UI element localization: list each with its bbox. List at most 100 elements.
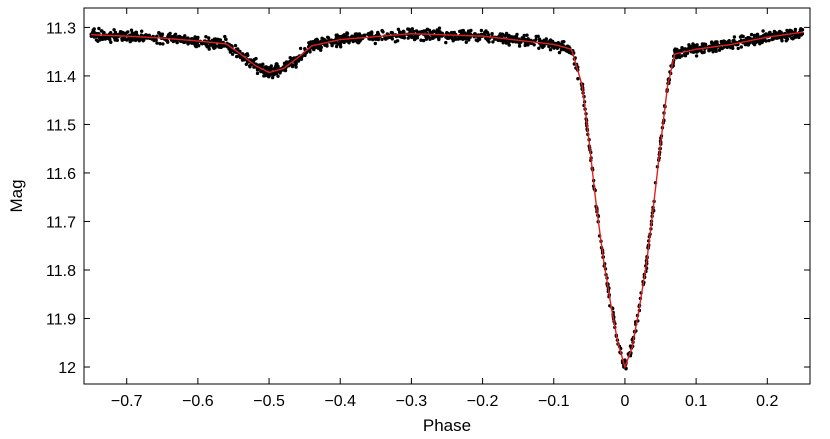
data-point xyxy=(121,31,125,35)
data-point xyxy=(172,35,177,39)
data-point xyxy=(294,65,298,69)
data-point xyxy=(410,27,414,31)
data-point xyxy=(713,40,718,44)
data-point xyxy=(564,49,569,53)
data-point xyxy=(193,43,198,48)
data-point xyxy=(204,35,208,39)
data-point xyxy=(155,34,159,38)
data-point xyxy=(171,39,175,44)
data-point xyxy=(338,40,342,45)
plot-area-frame xyxy=(83,7,811,385)
data-point xyxy=(235,54,239,59)
data-point xyxy=(677,49,682,53)
data-point xyxy=(158,42,162,46)
y-tick-label: 11.7 xyxy=(46,214,76,231)
data-point xyxy=(223,34,227,39)
data-point xyxy=(230,52,235,56)
data-point xyxy=(345,31,349,35)
data-point xyxy=(390,31,395,35)
data-point xyxy=(355,40,359,44)
x-tick-label: −0.5 xyxy=(253,393,285,410)
data-point xyxy=(193,36,197,40)
data-point xyxy=(276,74,280,78)
data-point xyxy=(460,29,465,33)
data-point xyxy=(366,32,370,36)
data-point xyxy=(103,36,108,40)
data-point xyxy=(255,71,260,76)
data-point xyxy=(772,29,777,34)
data-point xyxy=(479,28,484,33)
data-point xyxy=(711,50,715,54)
data-point xyxy=(504,33,508,37)
data-point xyxy=(523,42,528,46)
x-tick-label: −0.3 xyxy=(396,393,428,410)
data-point xyxy=(182,40,186,45)
data-point xyxy=(380,37,384,42)
data-point xyxy=(113,36,118,40)
data-point xyxy=(207,47,211,51)
data-point xyxy=(197,44,201,48)
data-point xyxy=(498,38,503,43)
data-point xyxy=(270,67,274,71)
data-point xyxy=(396,27,401,31)
data-point xyxy=(245,52,249,56)
x-tick-label: −0.7 xyxy=(111,393,143,410)
data-point xyxy=(454,37,458,41)
data-point xyxy=(787,30,791,34)
data-point xyxy=(334,33,338,37)
data-point xyxy=(92,30,96,34)
data-point xyxy=(752,42,757,47)
data-point xyxy=(790,36,794,40)
data-point xyxy=(269,64,273,68)
data-point xyxy=(134,32,139,36)
data-point xyxy=(465,36,470,40)
data-point xyxy=(749,32,754,37)
y-tick-label: 11.6 xyxy=(46,166,76,183)
data-point xyxy=(303,53,307,58)
data-point xyxy=(763,33,767,37)
data-point xyxy=(628,344,633,348)
data-point xyxy=(290,63,295,67)
data-point xyxy=(283,62,287,67)
data-point xyxy=(700,42,705,46)
data-point xyxy=(785,37,790,41)
data-point xyxy=(410,35,414,40)
data-point xyxy=(166,33,171,37)
data-point xyxy=(412,29,416,34)
data-point xyxy=(739,45,743,49)
data-point xyxy=(406,27,410,31)
data-point xyxy=(683,54,688,58)
data-point xyxy=(539,44,543,48)
data-point xyxy=(420,29,424,34)
data-point xyxy=(423,29,428,33)
data-point xyxy=(152,38,156,43)
data-point xyxy=(738,35,743,39)
data-point xyxy=(798,28,803,32)
data-point xyxy=(537,46,541,50)
data-point xyxy=(469,28,473,33)
data-point xyxy=(747,41,751,45)
data-point xyxy=(678,55,682,59)
x-axis-ticks: −0.7 −0.6 −0.5 −0.4 −0.3 −0.2 −0.1 0 0.1 0.2 xyxy=(111,8,779,410)
data-point xyxy=(131,37,135,42)
data-point xyxy=(118,30,123,34)
data-point xyxy=(451,39,455,43)
data-point xyxy=(298,46,303,51)
y-tick-label: 11.9 xyxy=(46,312,76,329)
data-point xyxy=(380,28,384,33)
data-point xyxy=(270,75,275,80)
data-point xyxy=(752,34,757,38)
data-point xyxy=(92,27,96,31)
data-point xyxy=(215,39,219,43)
y-tick-label: 11.4 xyxy=(46,69,76,86)
data-point xyxy=(376,31,380,35)
data-point xyxy=(341,39,345,43)
data-point xyxy=(710,40,714,44)
data-point xyxy=(717,48,722,52)
data-point xyxy=(173,32,178,36)
data-point xyxy=(308,50,312,54)
data-point xyxy=(736,46,740,51)
data-point xyxy=(344,34,348,38)
data-point xyxy=(316,46,321,51)
data-point xyxy=(796,34,800,38)
